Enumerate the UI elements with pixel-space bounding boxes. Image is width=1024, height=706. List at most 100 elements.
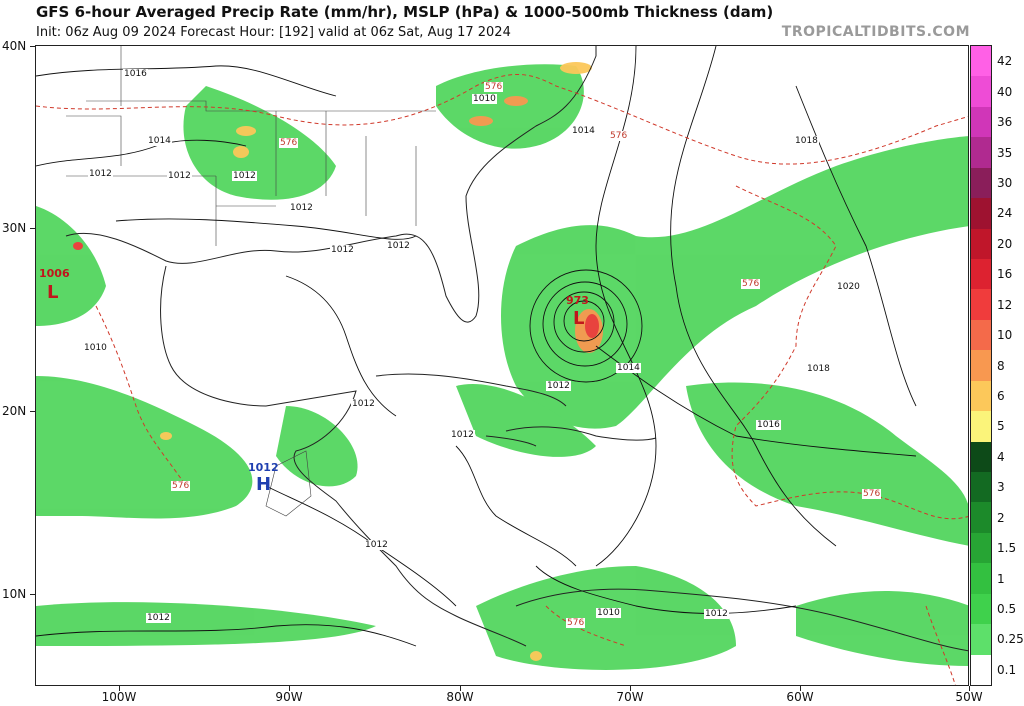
low-pressure-value: 1006 (39, 267, 70, 280)
colorbar-label: 5 (997, 419, 1005, 434)
lon-label: 90W (275, 690, 303, 704)
thickness-label: 576 (862, 489, 882, 499)
isobar-label: 1012 (289, 203, 314, 213)
colorbar-label: 0.5 (997, 601, 1017, 616)
thickness-label: 576 (279, 138, 299, 148)
colorbar-label: 1 (997, 571, 1005, 586)
heavy-precip (73, 62, 603, 661)
colorbar-label: 0.25 (997, 632, 1024, 647)
colorbar-label: 36 (997, 115, 1013, 130)
isobar-label: 1012 (450, 430, 475, 440)
coastlines (65, 46, 968, 652)
colorbar-segment (971, 441, 991, 473)
brand-watermark[interactable]: TROPICALTIDBITS.COM (781, 24, 970, 40)
colorbar-segment (971, 167, 991, 199)
isobar-label: 1018 (806, 364, 831, 374)
low-pressure-value: 973 (566, 294, 589, 307)
low-pressure-letter: L (573, 308, 585, 329)
colorbar-segment (971, 228, 991, 260)
isobar-label: 1012 (146, 613, 171, 623)
isobar-label: 1016 (123, 69, 148, 79)
isobar-label: 1010 (472, 94, 497, 104)
colorbar-label: 24 (997, 206, 1013, 221)
map-title: GFS 6-hour Averaged Precip Rate (mm/hr),… (36, 3, 774, 21)
colorbar-label: 3 (997, 480, 1005, 495)
isobar-label: 1012 (88, 169, 113, 179)
lat-tick (30, 411, 36, 412)
thickness-label: 576 (484, 82, 504, 92)
isobar-contours (36, 46, 917, 647)
colorbar-segment (971, 532, 991, 564)
thickness-label: 576 (566, 618, 586, 628)
lat-label: 20N (2, 404, 27, 418)
isobar-label: 1020 (836, 282, 861, 292)
colorbar-label: 1.5 (997, 541, 1017, 556)
lon-label: 100W (101, 690, 137, 704)
isobar-label: 1012 (167, 171, 192, 181)
colorbar-segment (971, 593, 991, 625)
thickness-label: 576 (741, 279, 761, 289)
colorbar-segment (971, 137, 991, 169)
map-subtitle: Init: 06z Aug 09 2024 Forecast Hour: [19… (36, 25, 511, 40)
colorbar-segment (971, 46, 991, 77)
colorbar-label: 16 (997, 267, 1013, 282)
lon-tick (630, 686, 631, 691)
colorbar-label: 10 (997, 328, 1013, 343)
lon-tick (460, 686, 461, 691)
colorbar-segment (971, 198, 991, 230)
isobar-label: 1010 (596, 608, 621, 618)
colorbar-segment (971, 106, 991, 138)
isobar-label: 1014 (571, 126, 596, 136)
lat-tick (30, 228, 36, 229)
precip-colorbar (970, 45, 992, 686)
lat-tick (30, 594, 36, 595)
isobar-label: 1014 (616, 363, 641, 373)
colorbar-segment (971, 563, 991, 595)
colorbar-segment (971, 289, 991, 321)
colorbar-label: 6 (997, 388, 1005, 403)
colorbar-segment (971, 502, 991, 534)
lat-label: 40N (2, 39, 27, 53)
colorbar-label: 4 (997, 449, 1005, 464)
lon-tick (289, 686, 290, 691)
lat-tick (30, 46, 36, 47)
isobar-label: 1012 (546, 381, 571, 391)
thickness-label: 576 (609, 131, 629, 141)
lat-label: 10N (2, 587, 27, 601)
thickness-contours (36, 73, 968, 685)
colorbar-label: 12 (997, 297, 1013, 312)
isobar-label: 1018 (794, 136, 819, 146)
isobar-label: 1016 (756, 420, 781, 430)
colorbar-label: 2 (997, 510, 1005, 525)
lon-tick (800, 686, 801, 691)
lon-label: 80W (446, 690, 474, 704)
colorbar-label: 42 (997, 54, 1013, 69)
colorbar-segment (971, 76, 991, 108)
colorbar-segment (971, 380, 991, 412)
lon-tick (969, 686, 970, 691)
low-pressure-letter: L (47, 282, 59, 303)
colorbar-segment (971, 472, 991, 503)
colorbar-label: 40 (997, 84, 1013, 99)
colorbar-segment (971, 319, 991, 351)
colorbar-label: 20 (997, 236, 1013, 251)
lon-label: 60W (786, 690, 814, 704)
colorbar-segment (971, 411, 991, 443)
high-pressure-value: 1012 (248, 461, 279, 474)
colorbar-segment (971, 624, 991, 656)
lon-label: 70W (616, 690, 644, 704)
high-pressure-letter: H (256, 474, 272, 495)
thickness-label: 576 (171, 481, 191, 491)
lon-label: 50W (955, 690, 983, 704)
colorbar-label: 35 (997, 145, 1013, 160)
isobar-label: 1012 (704, 609, 729, 619)
isobar-label: 1012 (330, 245, 355, 255)
isobar-label: 1012 (351, 399, 376, 409)
isobar-label: 1014 (147, 136, 172, 146)
isobar-label: 1012 (386, 241, 411, 251)
colorbar-label: 0.1 (997, 662, 1017, 677)
colorbar-label: 30 (997, 175, 1013, 190)
colorbar-segment (971, 350, 991, 382)
lon-tick (119, 686, 120, 691)
isobar-label: 1012 (232, 171, 257, 181)
